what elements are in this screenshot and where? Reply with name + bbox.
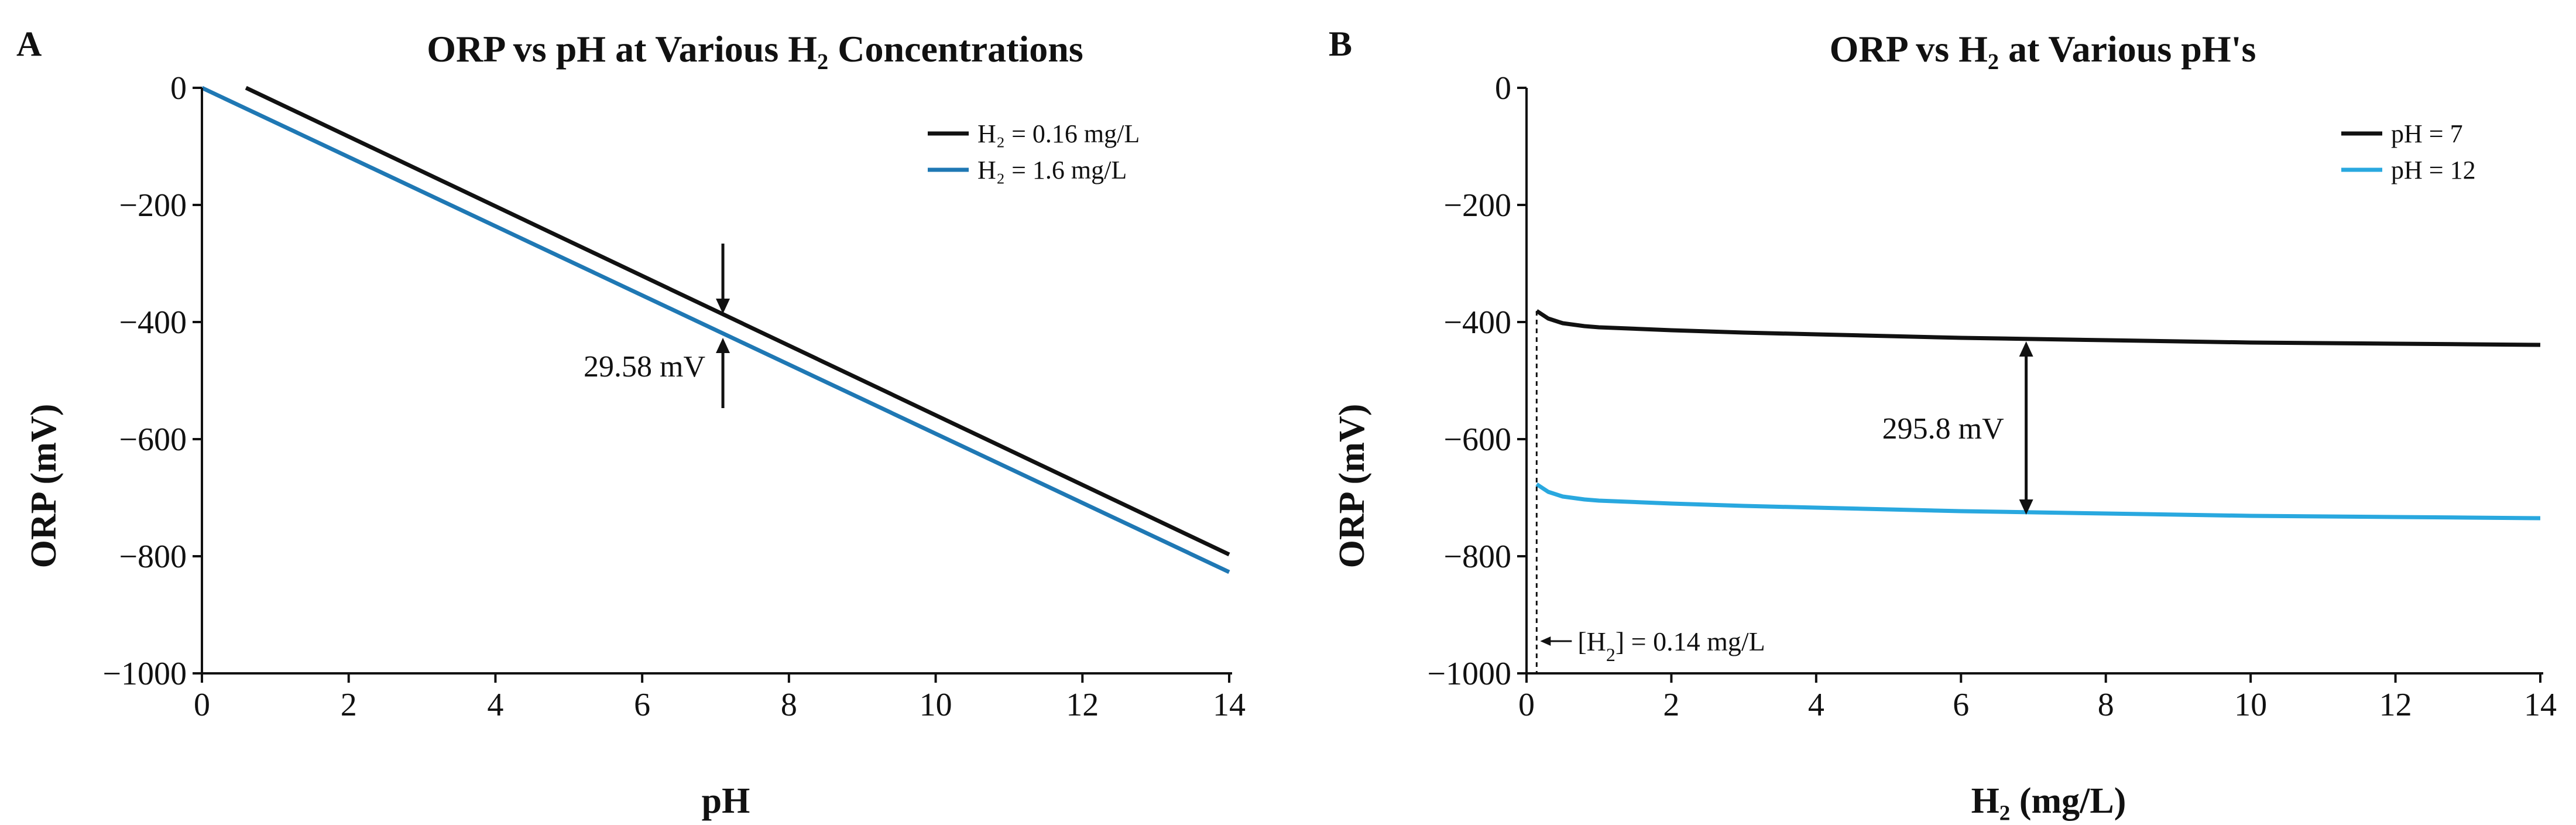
panel-b-y-tick-label: −600 [1443,422,1511,458]
panel-b-x-tick-label: 8 [2098,687,2114,723]
panel-b-x-tick-label: 12 [2379,687,2412,723]
panel-b-y-axis-label: ORP (mV) [1332,404,1372,569]
panel-a-series-line-0 [245,85,1230,557]
panel-b-title: ORP vs H₂ at Various pH's [1830,28,2256,70]
panel-a-y-tick-label: −600 [119,422,187,458]
panel-a-annotation: 29.58 mV [584,244,730,408]
panel-letter-a: A [16,25,42,63]
panel-a-x-axis-label: pH [702,781,750,821]
panel-b-legend-label-1: pH = 12 [2391,156,2476,184]
panel-a-legend-label-1: H₂ = 1.6 mg/L [977,156,1127,184]
panel-b-x-tick-label: 2 [1663,687,1679,723]
panel-b-y-tick-label: −400 [1443,304,1511,341]
panel-b: B ORP vs H₂ at Various pH's ORP (mV) H₂ … [1329,25,2557,821]
panel-b-x-tick-label: 4 [1808,687,1824,723]
panel-a-difference-label: 29.58 mV [584,350,705,384]
panel-a-legend: H₂ = 0.16 mg/L H₂ = 1.6 mg/L [928,119,1140,184]
panel-b-x-tick-label: 14 [2524,687,2557,723]
panel-b-x-axis-label: H₂ (mg/L) [1971,781,2126,821]
panel-a-x-tick-label: 12 [1066,687,1099,723]
panel-a-y-tick-label: −800 [119,539,187,575]
panel-b-difference-label: 295.8 mV [1882,412,2004,446]
panel-letter-b: B [1329,25,1352,63]
panel-b-arrow-top-head [2019,341,2033,357]
panel-b-h2-concentration-label: [H2] = 0.14 mg/L [1577,627,1765,665]
panel-b-y-tick-label: −800 [1443,539,1511,575]
panel-a-y-tick-label: 0 [170,70,187,107]
panel-b-y-tick-label: −1000 [1427,656,1511,692]
panel-a-y-tick-label: −200 [119,187,187,224]
panel-b-series [1535,309,2541,521]
panel-b-h2-pointer-arrow-head [1540,636,1551,646]
panel-a-y-tick-label: −1000 [102,656,187,692]
panel-a-x-tick-label: 8 [781,687,797,723]
panel-b-y-tick-label: 0 [1495,70,1511,107]
panel-a-x-tick-label: 10 [920,687,952,723]
panel-a-arrow-up-head [716,338,730,353]
panel-a-title: ORP vs pH at Various H₂ Concentrations [427,28,1083,70]
panel-a-y-tick-label: −400 [119,304,187,341]
panel-a-x-tick-label: 14 [1213,687,1246,723]
panel-a-y-axis-label: ORP (mV) [24,404,64,569]
panel-b-y-tick-label: −200 [1443,187,1511,224]
panel-a-legend-label-0: H₂ = 0.16 mg/L [977,119,1140,148]
panel-b-x-tick-label: 10 [2234,687,2267,723]
panel-a-series [201,85,1230,574]
panel-a-series-line-1 [201,85,1230,574]
panel-b-series-line-0 [1535,309,2541,347]
panel-b-arrow-bottom-head [2019,499,2033,515]
panel-a-arrow-down-head [716,299,730,314]
panel-b-x-tick-label: 6 [1953,687,1969,723]
panel-a-x-tick-label: 4 [487,687,503,723]
panel-b-legend-label-0: pH = 7 [2391,119,2463,148]
panel-a-x-tick-label: 0 [194,687,210,723]
panel-a-x-tick-label: 2 [341,687,357,723]
panel-b-x-tick-label: 0 [1518,687,1535,723]
panel-a-ticks: 0 2 4 6 8 10 12 14 0 −200 −400 −600 −800 −1000 [102,70,1246,723]
panel-b-series-line-1 [1535,482,2541,521]
panel-b-annotation: 295.8 mV [H2] = 0.14 mg/L [1540,341,2033,665]
panel-a-x-tick-label: 6 [634,687,650,723]
panel-b-legend: pH = 7 pH = 12 [2341,119,2476,184]
panel-a: A ORP vs pH at Various H₂ Concentrations… [16,25,1246,821]
panel-b-ticks: 0 2 4 6 8 10 12 14 0 −200 −400 −600 −800 −1000 [1427,70,2557,723]
